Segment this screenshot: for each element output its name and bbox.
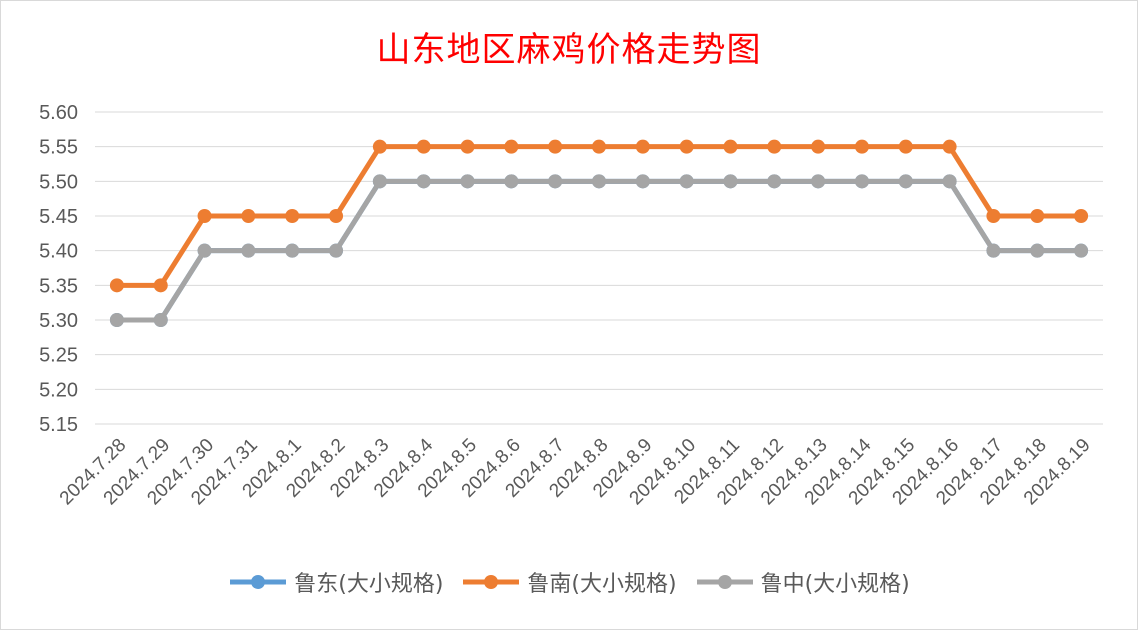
data-point [767,174,782,189]
y-tick-label: 5.40 [39,241,78,263]
data-point [679,139,694,154]
data-point [854,139,869,154]
data-point [811,139,826,154]
series-3 [109,174,1089,327]
chart-title: 山东地区麻鸡价格走势图 [376,30,762,70]
data-point [1030,243,1045,258]
series-lines [109,139,1089,327]
data-point [679,174,694,189]
data-point [460,174,475,189]
data-point [1074,209,1089,223]
data-point [460,139,475,154]
data-point [372,139,387,154]
legend-swatch [230,575,287,589]
data-point [372,174,387,189]
data-point [986,209,1001,223]
data-point [723,139,738,154]
data-point [635,174,650,189]
data-point [285,243,300,258]
y-tick-label: 5.30 [39,310,78,332]
data-point [767,139,782,154]
legend-label: 鲁东(大小规格) [294,572,444,597]
series-2 [109,139,1089,293]
data-point [548,139,563,154]
data-point [723,174,738,189]
legend-item: 鲁南(大小规格) [461,566,677,598]
y-tick-label: 5.55 [39,137,78,159]
data-point [1030,209,1045,223]
legend-item: 鲁中(大小规格) [695,566,910,598]
data-point [241,209,256,223]
legend-item: 鲁东(大小规格) [228,566,443,598]
data-point [811,174,826,189]
y-tick-label: 5.15 [39,414,78,436]
data-point [329,243,344,258]
x-axis-ticks: 2024.7.282024.7.292024.7.302024.7.312024… [56,434,1095,509]
legend-label: 鲁中(大小规格) [760,572,910,597]
data-point [1074,243,1089,258]
data-point [942,174,957,189]
data-point [504,174,519,189]
data-point [854,174,869,189]
data-point [109,278,124,293]
data-point [153,278,168,293]
y-tick-label: 5.50 [39,171,78,193]
data-point [592,139,606,154]
legend-swatch [696,575,753,589]
gridlines [95,111,1103,425]
data-point [986,243,1001,258]
data-point [153,313,168,327]
legend: 鲁东(大小规格) 鲁南(大小规格) 鲁中(大小规格) [0,566,1138,598]
data-point [548,174,563,189]
data-point [285,209,300,223]
data-point [635,139,650,154]
data-point [197,209,212,223]
y-axis-ticks: 5.60 5.55 5.50 5.45 5.40 5.35 5.30 5.25 5.20 5.15 [39,102,78,436]
data-point [197,243,212,258]
legend-swatch [463,575,520,589]
data-point [592,174,606,189]
data-point [898,174,913,189]
data-point [898,139,913,154]
data-point [109,313,124,327]
data-point [942,139,957,154]
y-tick-label: 5.45 [39,206,78,228]
data-point [504,139,519,154]
data-point [416,139,431,154]
y-tick-label: 5.20 [39,379,78,401]
y-tick-label: 5.35 [39,275,78,297]
y-tick-label: 5.60 [39,102,78,124]
data-point [241,243,256,258]
data-point [329,209,344,223]
y-tick-label: 5.25 [39,345,78,367]
data-point [416,174,431,189]
legend-label: 鲁南(大小规格) [527,572,677,597]
